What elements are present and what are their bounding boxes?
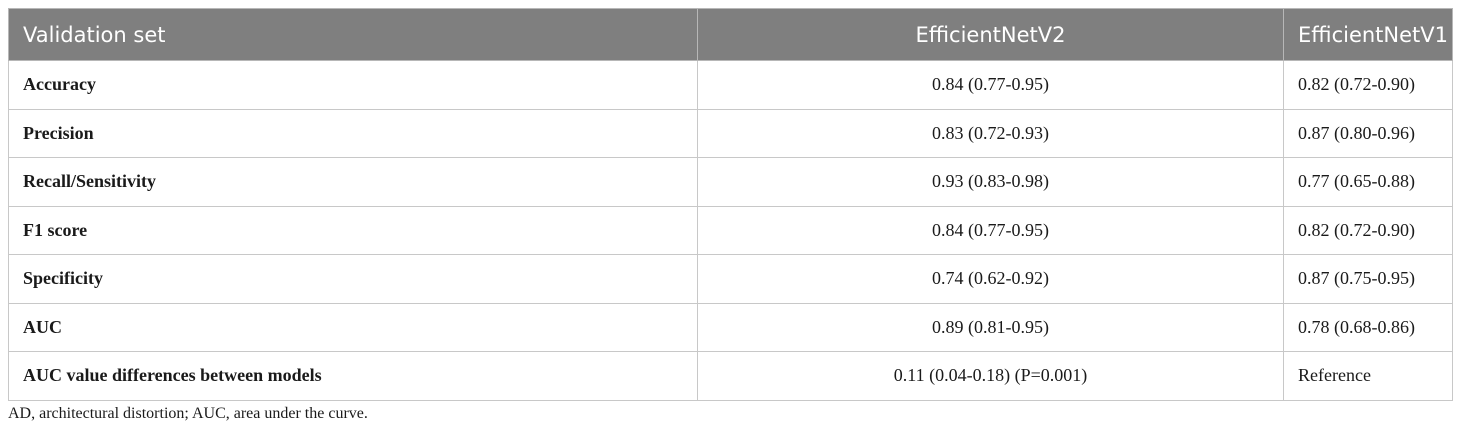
cell-v1: 0.82 (0.72-0.90): [1283, 60, 1453, 110]
cell-v2: 0.11 (0.04-0.18) (P=0.001): [697, 351, 1284, 401]
table-row: Specificity 0.74 (0.62-0.92) 0.87 (0.75-…: [8, 254, 1453, 304]
row-label: Specificity: [8, 254, 698, 304]
table-row: Precision 0.83 (0.72-0.93) 0.87 (0.80-0.…: [8, 108, 1453, 158]
header-efficientnetv1: EfficientNetV1: [1283, 8, 1453, 61]
cell-v1: 0.87 (0.80-0.96): [1283, 108, 1453, 158]
results-table-container: Validation set EfficientNetV2 EfficientN…: [8, 8, 1453, 401]
cell-v2: 0.89 (0.81-0.95): [697, 302, 1284, 352]
table-row: AUC 0.89 (0.81-0.95) 0.78 (0.68-0.86): [8, 302, 1453, 352]
cell-v1: 0.77 (0.65-0.88): [1283, 157, 1453, 207]
header-row: Validation set EfficientNetV2 EfficientN…: [8, 8, 1453, 61]
row-label: Recall/Sensitivity: [8, 157, 698, 207]
cell-v1: 0.87 (0.75-0.95): [1283, 254, 1453, 304]
header-efficientnetv2: EfficientNetV2: [697, 8, 1284, 61]
table-row: Recall/Sensitivity 0.93 (0.83-0.98) 0.77…: [8, 157, 1453, 207]
cell-v2: 0.83 (0.72-0.93): [697, 108, 1284, 158]
row-label: Precision: [8, 108, 698, 158]
row-label: Accuracy: [8, 60, 698, 110]
row-label: AUC value differences between models: [8, 351, 698, 401]
cell-v2: 0.84 (0.77-0.95): [697, 205, 1284, 255]
table-footnote: AD, architectural distortion; AUC, area …: [8, 405, 368, 422]
cell-v1: Reference: [1283, 351, 1453, 401]
table-row: F1 score 0.84 (0.77-0.95) 0.82 (0.72-0.9…: [8, 205, 1453, 255]
cell-v1: 0.82 (0.72-0.90): [1283, 205, 1453, 255]
results-table: Validation set EfficientNetV2 EfficientN…: [8, 8, 1453, 401]
cell-v2: 0.93 (0.83-0.98): [697, 157, 1284, 207]
header-validation-set: Validation set: [8, 8, 698, 61]
row-label: F1 score: [8, 205, 698, 255]
cell-v1: 0.78 (0.68-0.86): [1283, 302, 1453, 352]
row-label: AUC: [8, 302, 698, 352]
cell-v2: 0.84 (0.77-0.95): [697, 60, 1284, 110]
cell-v2: 0.74 (0.62-0.92): [697, 254, 1284, 304]
table-row: Accuracy 0.84 (0.77-0.95) 0.82 (0.72-0.9…: [8, 60, 1453, 110]
table-row: AUC value differences between models 0.1…: [8, 351, 1453, 401]
